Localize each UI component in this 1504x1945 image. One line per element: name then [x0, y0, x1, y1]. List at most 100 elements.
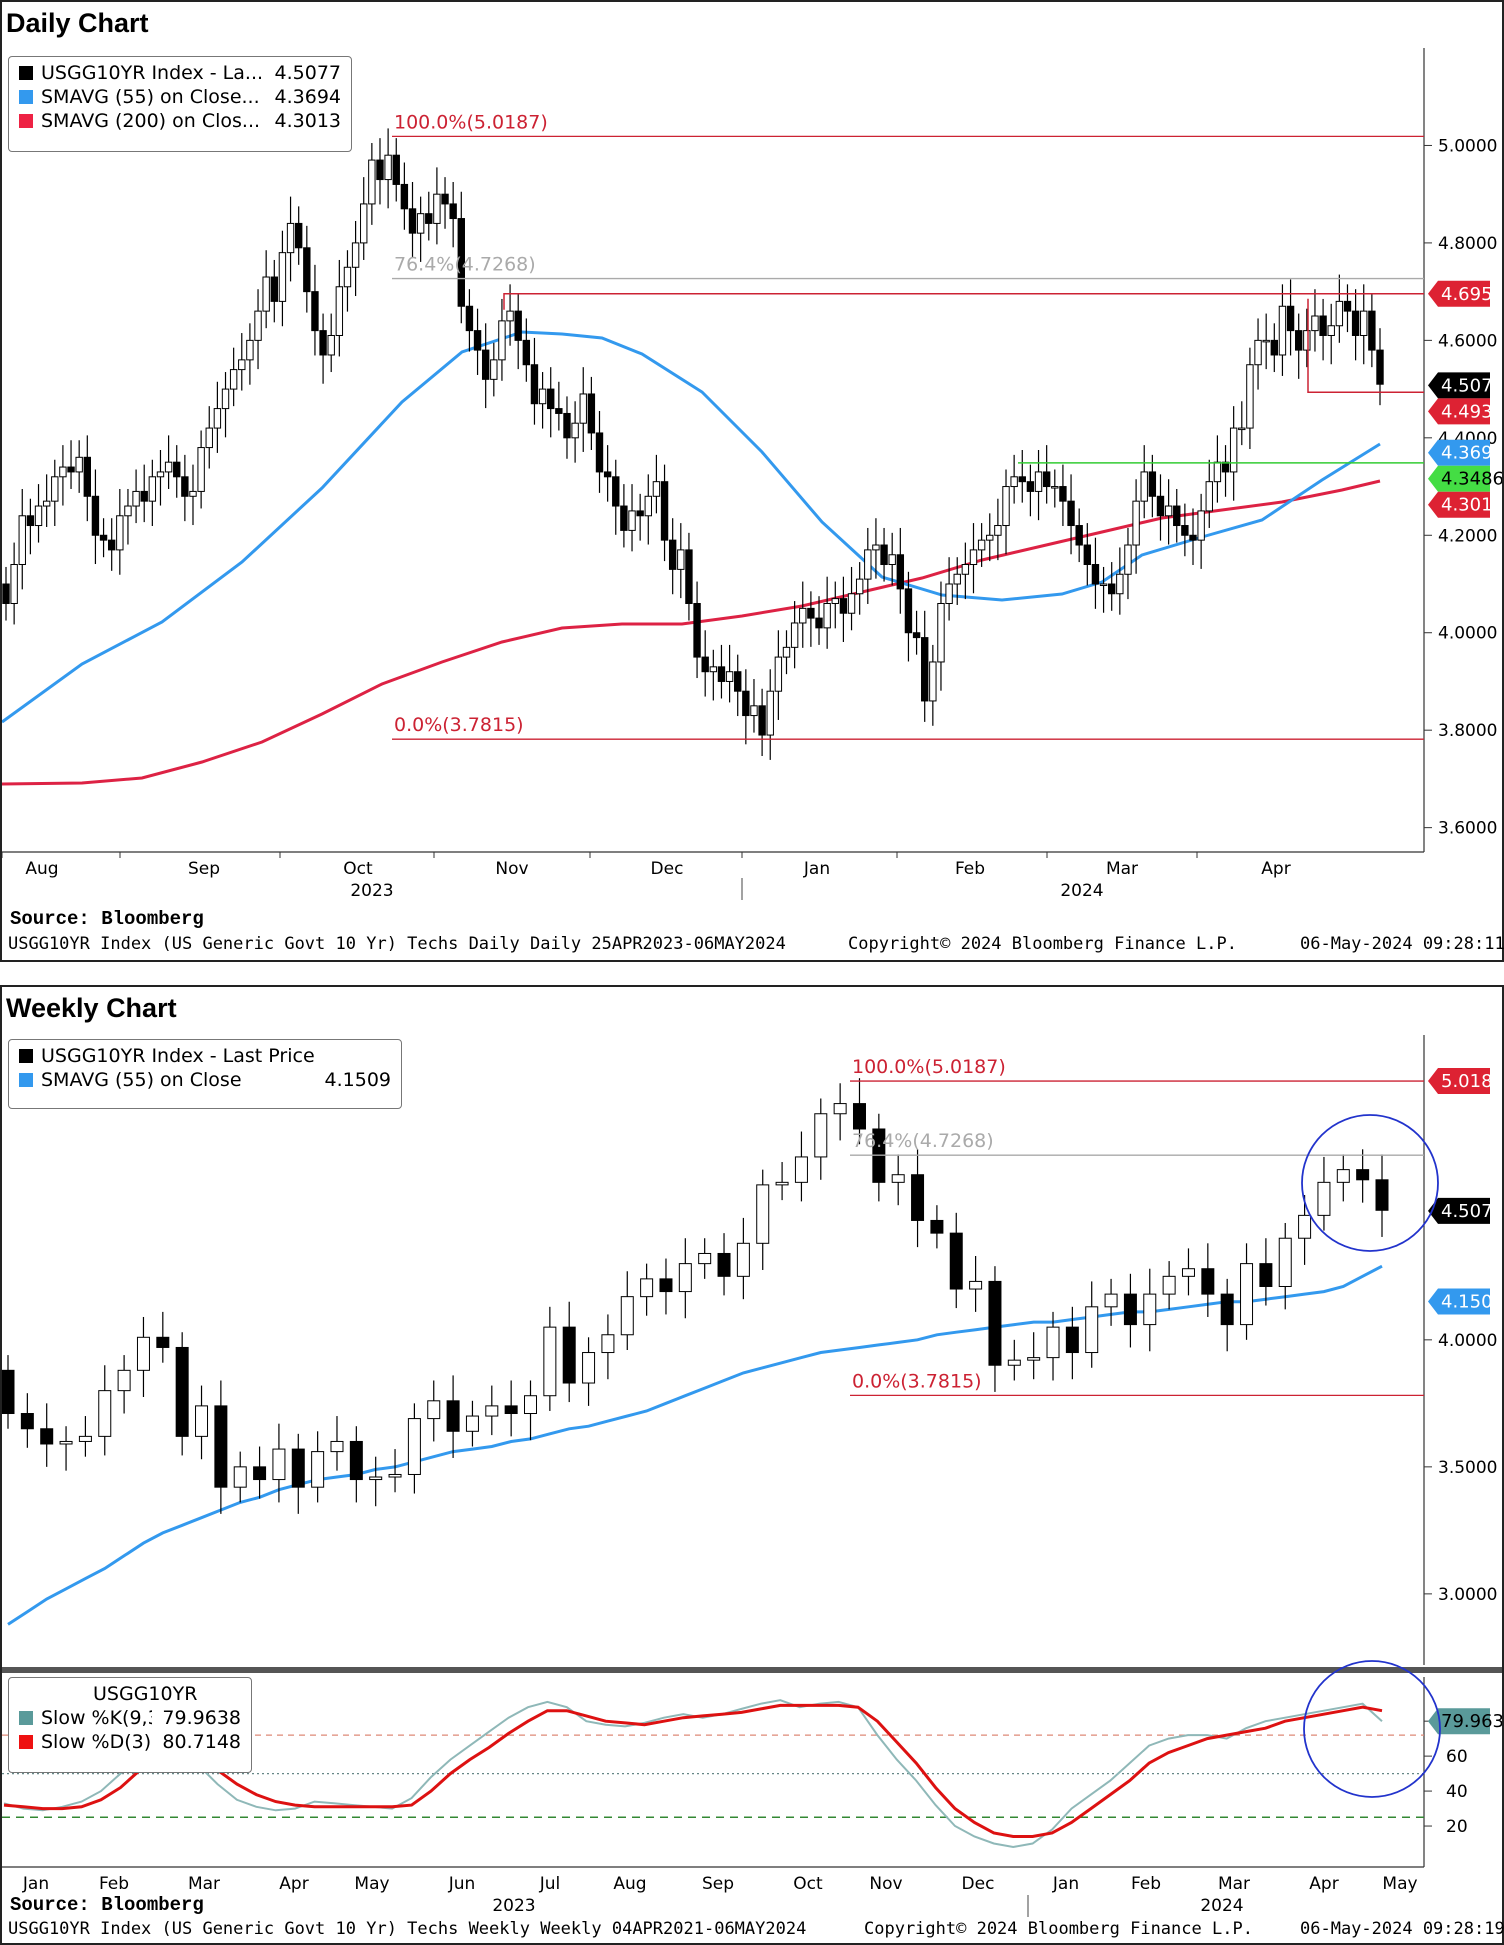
candle-body [1181, 525, 1189, 536]
candle-body [766, 690, 774, 736]
candle-body [1298, 1214, 1312, 1239]
candle-body [67, 466, 75, 473]
candle-body [522, 339, 531, 366]
candle-body [555, 408, 563, 414]
candle-body [1336, 1169, 1350, 1183]
candle [83, 435, 92, 522]
x-tick-label: May [1382, 1874, 1417, 1894]
candle-body [1123, 1293, 1137, 1326]
candle [888, 532, 896, 586]
x-tick-label: Jul [539, 1874, 561, 1894]
candle-body [195, 1405, 209, 1437]
candle [678, 1238, 692, 1319]
candle [693, 581, 701, 679]
candle [117, 1355, 131, 1414]
legend-entry: SMAVG (55) on Close 4.1509 [19, 1068, 391, 1092]
candle [78, 1416, 92, 1457]
candle-body [659, 1278, 673, 1293]
highlight-circle [1301, 1114, 1439, 1252]
candle [1116, 547, 1124, 615]
candle-body [34, 505, 43, 527]
candle [929, 644, 937, 726]
candle-body [1317, 1181, 1331, 1216]
candle-body [384, 154, 392, 181]
candle-body [311, 291, 319, 332]
candle-body [644, 495, 652, 517]
candle [181, 454, 189, 522]
candle-body [20, 1413, 34, 1430]
candle [1327, 303, 1335, 365]
candle [368, 143, 376, 225]
candle-body [330, 1440, 344, 1453]
candle-body [563, 412, 571, 439]
candle [855, 562, 864, 615]
candle [896, 527, 905, 614]
candle-body [213, 408, 222, 429]
legend-swatch [19, 90, 33, 104]
candle [148, 459, 157, 527]
candle-body [961, 564, 970, 575]
candle-body [833, 1103, 847, 1115]
candle [2, 566, 10, 621]
candle-body [601, 1334, 615, 1354]
candle-body [1148, 471, 1157, 497]
x-tick-label: Sep [188, 859, 220, 879]
candle-body [636, 510, 644, 517]
pane-divider [2, 1667, 1502, 1673]
legend-series-value: 79.9638 [162, 1707, 241, 1729]
candle [20, 1393, 34, 1448]
candle-body [1140, 471, 1148, 502]
candle [852, 1078, 866, 1145]
sma200-line [2, 479, 1381, 786]
candle-body [481, 349, 490, 380]
candle-body [124, 505, 132, 517]
x-tick-label: May [354, 1874, 389, 1894]
candle [343, 250, 352, 312]
candle [1343, 284, 1352, 333]
candle-body [1311, 315, 1319, 332]
candle-body [156, 471, 165, 478]
candle-body [543, 1326, 557, 1397]
candle-body [547, 388, 555, 410]
candle-body [98, 1390, 112, 1437]
candle-body [10, 564, 18, 604]
candle [1083, 523, 1092, 586]
y-tick-label: 5.0000 [1438, 136, 1497, 156]
candle [335, 259, 344, 357]
candle [790, 601, 799, 669]
candle-body [376, 159, 384, 181]
candle [473, 308, 482, 375]
legend-entry: USGG10YR Index - Last Price [19, 1044, 391, 1068]
candle [311, 1431, 325, 1503]
candle-body [99, 534, 108, 541]
candle [563, 396, 571, 459]
price-tag-label: 5.0187 [1441, 1071, 1502, 1092]
candle [794, 1131, 808, 1202]
candle [1108, 562, 1116, 611]
candle-body [953, 573, 961, 585]
x-year-label: 2024 [1200, 1896, 1243, 1916]
candle [1205, 459, 1213, 528]
candle-body [59, 466, 67, 478]
candle [441, 177, 449, 229]
candle-body [742, 690, 750, 717]
candle-body [360, 203, 368, 244]
candle-body [392, 154, 400, 185]
candle [1286, 279, 1295, 356]
candle [725, 644, 734, 703]
legend-series-name: SMAVG (55) on Close... [41, 86, 260, 108]
price-tag-label: 4.5077 [1441, 1201, 1502, 1222]
candle [1051, 469, 1059, 508]
candle [1010, 454, 1018, 504]
price-tag-label: 4.3013 [1441, 495, 1502, 516]
candle-body [1319, 315, 1327, 336]
candle [213, 381, 222, 453]
candle-body [449, 203, 457, 220]
candle [685, 532, 693, 621]
candle-body [782, 646, 791, 658]
candle [524, 1380, 538, 1441]
weekly-footer-left: USGG10YR Index (US Generic Govt 10 Yr) T… [8, 1919, 807, 1939]
candle-body [278, 252, 287, 302]
candle-body [205, 427, 213, 449]
candle [506, 284, 514, 346]
